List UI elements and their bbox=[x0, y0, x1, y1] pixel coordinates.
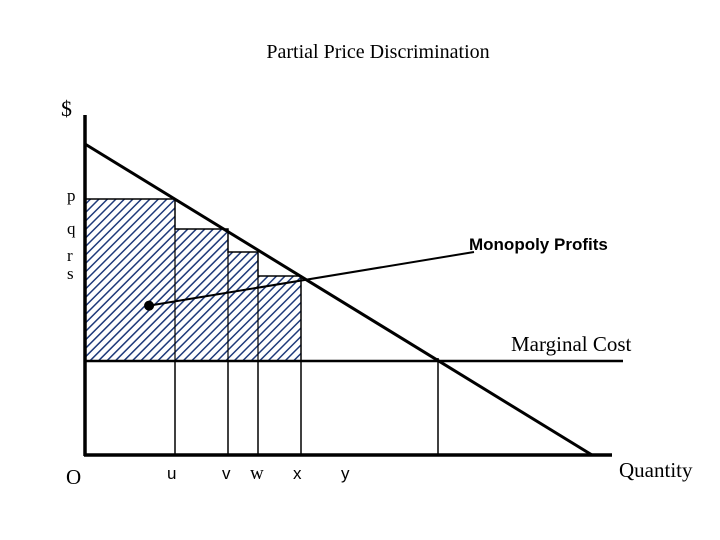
monopoly-profits-pointer bbox=[144, 251, 475, 311]
x-axis-label: Quantity bbox=[619, 458, 693, 482]
quantity-label-x: x bbox=[293, 464, 302, 483]
origin-label: O bbox=[66, 465, 81, 489]
y-axis-label: $ bbox=[61, 96, 72, 121]
monopoly-profit-area bbox=[84, 198, 302, 362]
price-label-q: q bbox=[67, 219, 76, 238]
quantity-label-u: u bbox=[167, 464, 176, 483]
quantity-label-w: w bbox=[250, 463, 264, 484]
marginal-cost-label: Marginal Cost bbox=[511, 332, 632, 356]
price-label-s: s bbox=[67, 264, 74, 283]
quantity-label-y: y bbox=[341, 464, 350, 483]
price-label-r: r bbox=[67, 246, 73, 265]
monopoly-profits-label: Monopoly Profits bbox=[469, 235, 608, 254]
price-label-p: p bbox=[67, 186, 76, 205]
quantity-label-v: v bbox=[222, 464, 231, 483]
demand-curve bbox=[84, 142, 593, 457]
diagram-title: Partial Price Discrimination bbox=[266, 41, 489, 63]
